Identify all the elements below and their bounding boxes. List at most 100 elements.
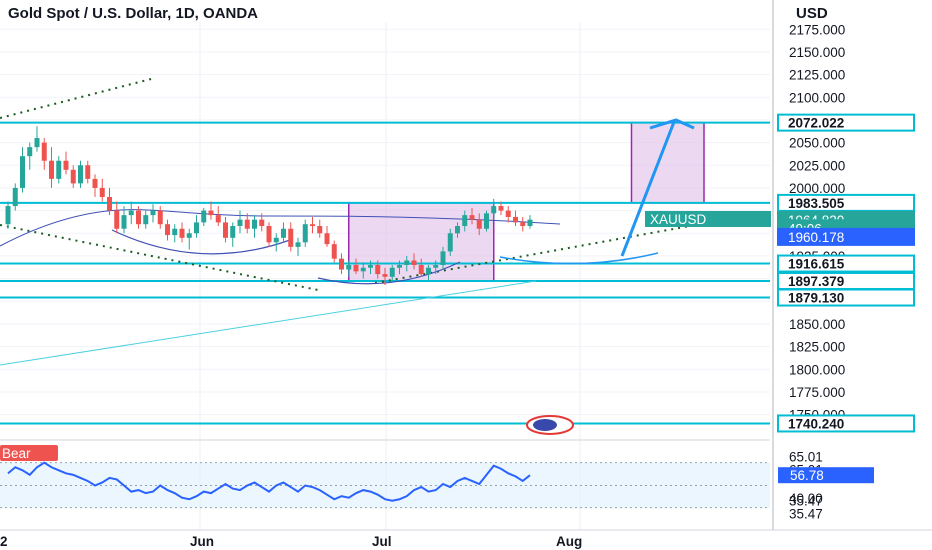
candle-body — [56, 160, 62, 179]
price-tag-label: 1740.240 — [788, 416, 844, 431]
flag-icon-center — [533, 419, 557, 431]
y-tick-label: 1850.000 — [789, 317, 845, 332]
candle-body — [34, 138, 40, 148]
candle-body — [150, 210, 156, 216]
candle-body — [70, 169, 76, 184]
candle-body — [273, 237, 279, 243]
candle-body — [5, 206, 11, 225]
candle-body — [128, 210, 134, 216]
candle-body — [92, 178, 98, 188]
rsi-line — [7, 461, 531, 502]
candle-body — [498, 206, 504, 211]
y-tick-label: 1825.000 — [789, 340, 845, 355]
y-tick-label: 2150.000 — [789, 45, 845, 60]
candle-body — [244, 219, 250, 229]
y-tick-label: 2175.000 — [789, 22, 845, 37]
arc-middle — [317, 261, 461, 285]
candle-body — [418, 265, 424, 275]
x-tick-label: Aug — [556, 534, 582, 549]
candle-body — [375, 265, 381, 275]
dotted-upper-trendline — [0, 77, 156, 119]
candle-body — [230, 226, 236, 238]
x-tick-label: Jul — [372, 534, 392, 549]
trend-lines — [0, 77, 770, 435]
price-tag-box — [777, 113, 915, 132]
candle-body — [389, 267, 395, 277]
candle-body — [85, 165, 91, 179]
price-tag-label: 1879.130 — [788, 291, 844, 306]
candle-body — [252, 219, 257, 229]
chart-title: Gold Spot / U.S. Dollar, 1D, OANDA — [8, 5, 258, 22]
candle-body — [179, 228, 185, 238]
long-trendline — [0, 280, 537, 366]
rsi-legend-label: Bear — [2, 446, 31, 461]
candle-body — [426, 267, 431, 275]
candle-body — [215, 215, 221, 223]
candle-body — [331, 244, 337, 259]
candle-body — [99, 187, 105, 197]
y-tick-label: 2100.000 — [789, 90, 845, 105]
symbol-tag-label: XAUUSD — [650, 212, 707, 227]
candle-body — [339, 258, 344, 270]
candle-body — [157, 210, 163, 225]
price-tag-label: 1897.379 — [788, 274, 844, 289]
candle-body — [302, 224, 308, 243]
price-tag-label: 1983.505 — [788, 196, 845, 211]
candle-body — [360, 267, 366, 272]
y-tick-label: 2025.000 — [789, 158, 845, 173]
candle-body — [194, 222, 199, 234]
candle-body — [208, 210, 214, 216]
candle-body — [433, 265, 439, 268]
candle-body — [491, 206, 497, 214]
candle-body — [63, 160, 69, 170]
rsi-tick-label: 35.47 — [789, 507, 823, 522]
y-tick-label: 1800.000 — [789, 362, 845, 377]
candle-body — [462, 215, 468, 227]
candle-body — [382, 274, 388, 277]
price-tag-label: 2072.022 — [788, 116, 844, 131]
candle-body — [317, 226, 323, 234]
candle-body — [121, 215, 127, 229]
price-tag-box — [777, 414, 915, 433]
x-tick-label: 2 — [0, 534, 8, 549]
price-tags: 2072.0221983.5051964.82049:061960.178191… — [645, 113, 915, 484]
candle-body — [237, 219, 243, 227]
candle-body — [440, 251, 446, 266]
candle-body — [484, 213, 489, 229]
candle-body — [527, 219, 533, 227]
time-axis[interactable]: 2 Jun Jul Aug — [0, 529, 932, 549]
candle-body — [223, 222, 228, 238]
candle-body — [20, 156, 25, 188]
candle-series — [5, 126, 533, 285]
candle-body — [455, 226, 460, 234]
candle-body — [288, 228, 294, 247]
candle-body — [476, 219, 482, 229]
candle-body — [310, 224, 315, 227]
candle-body — [447, 233, 453, 252]
rsi-value-label: 56.78 — [790, 468, 824, 483]
candle-body — [27, 147, 33, 157]
dotted-support-line — [0, 224, 319, 291]
rsi-pane: Bear — [0, 439, 770, 509]
candle-body — [78, 165, 83, 184]
rsi-legend-badge — [0, 445, 58, 461]
price-tag-box — [777, 227, 915, 246]
candle-body — [505, 210, 511, 217]
candle-body — [520, 222, 526, 227]
candle-body — [172, 228, 178, 236]
candle-body — [136, 210, 141, 225]
rsi-tick-label: 65.01 — [789, 450, 823, 465]
candle-body — [186, 233, 192, 238]
candle-body — [201, 210, 207, 223]
candle-body — [404, 260, 410, 266]
y-tick-label: 2125.000 — [789, 68, 845, 83]
candle-body — [49, 160, 54, 179]
rsi-tick-label: 40.00 — [789, 491, 823, 506]
price-tag-box — [777, 288, 915, 307]
currency-label: USD — [796, 5, 828, 22]
candle-body — [281, 228, 286, 238]
y-tick-label: 2050.000 — [789, 136, 845, 151]
candle-body — [397, 265, 402, 268]
flag-icon — [526, 415, 574, 435]
